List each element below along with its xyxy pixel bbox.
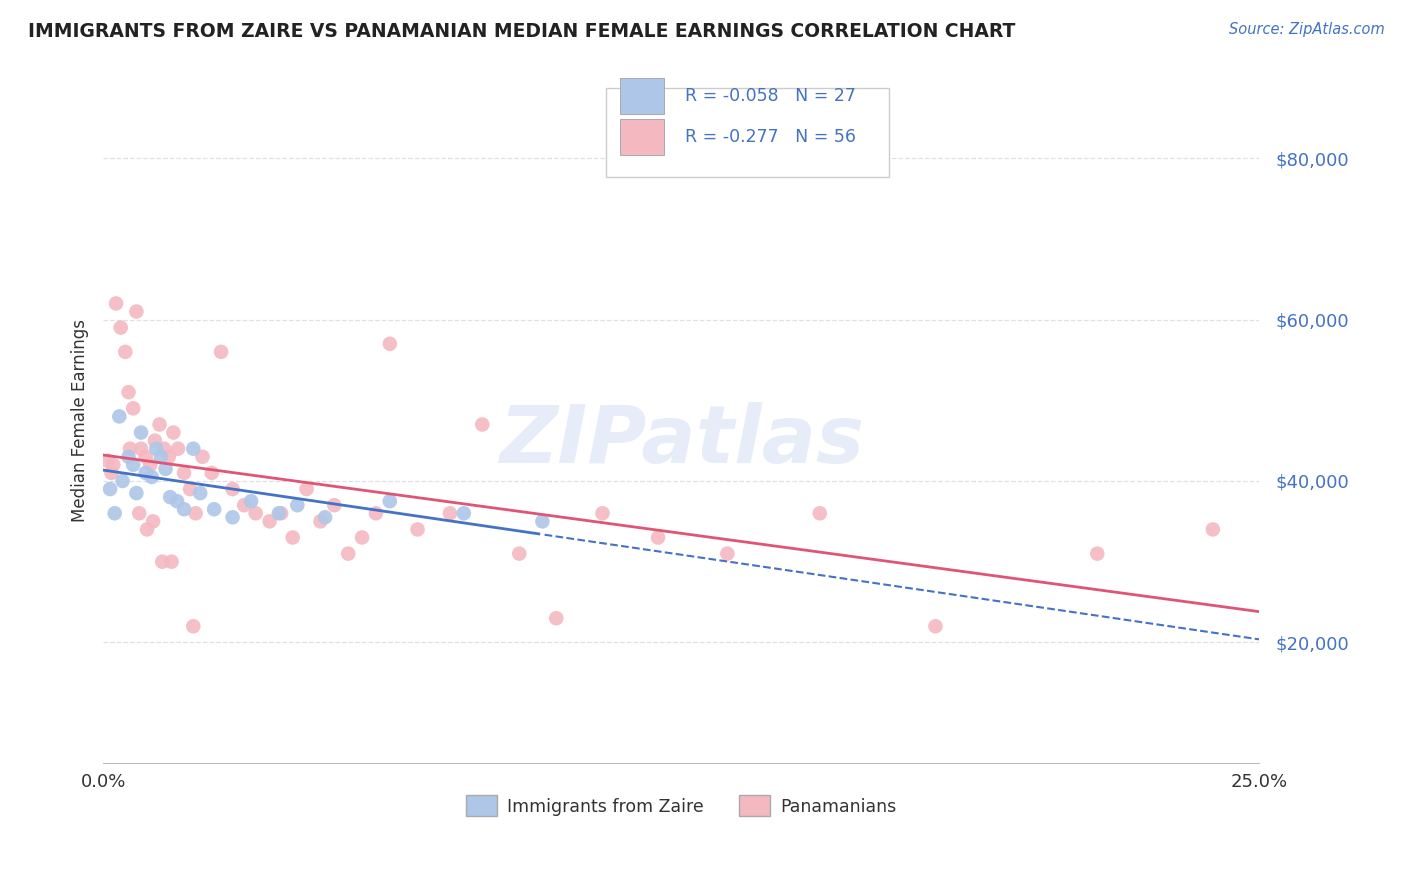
Point <box>221 482 243 496</box>
Y-axis label: Median Female Earnings: Median Female Earnings <box>72 319 89 522</box>
Point <box>716 547 738 561</box>
Text: ZIPatlas: ZIPatlas <box>499 402 863 480</box>
Point <box>184 506 207 520</box>
Point <box>314 510 336 524</box>
Point <box>150 555 173 569</box>
Point <box>149 450 172 464</box>
Point <box>104 506 127 520</box>
Point <box>122 458 145 472</box>
Point <box>125 486 148 500</box>
Text: IMMIGRANTS FROM ZAIRE VS PANAMANIAN MEDIAN FEMALE EARNINGS CORRELATION CHART: IMMIGRANTS FROM ZAIRE VS PANAMANIAN MEDI… <box>28 22 1015 41</box>
Text: R = -0.277   N = 56: R = -0.277 N = 56 <box>685 128 856 146</box>
Point <box>129 425 152 440</box>
Point <box>201 466 224 480</box>
Point <box>337 547 360 561</box>
Point <box>1085 547 1108 561</box>
Point <box>129 442 152 456</box>
Point <box>100 466 122 480</box>
Point <box>162 425 184 440</box>
Point <box>285 498 308 512</box>
Point <box>191 450 214 464</box>
Point <box>145 442 167 456</box>
Point <box>103 458 125 472</box>
FancyBboxPatch shape <box>620 120 664 155</box>
Point <box>143 434 166 448</box>
Point <box>179 482 201 496</box>
Point <box>166 494 188 508</box>
Point <box>439 506 461 520</box>
Point <box>309 514 332 528</box>
Point <box>378 494 401 508</box>
Point <box>167 442 190 456</box>
Point <box>181 442 204 456</box>
Point <box>508 547 530 561</box>
Point <box>245 506 267 520</box>
Point <box>135 466 157 480</box>
Point <box>546 611 568 625</box>
Point <box>98 482 121 496</box>
Point <box>924 619 946 633</box>
Point <box>142 514 165 528</box>
Point <box>378 336 401 351</box>
Point <box>270 506 292 520</box>
Point <box>125 304 148 318</box>
Point <box>188 486 211 500</box>
Point <box>110 320 132 334</box>
Point <box>139 458 162 472</box>
Point <box>471 417 494 432</box>
Point <box>148 417 170 432</box>
Point <box>453 506 475 520</box>
FancyBboxPatch shape <box>606 87 889 177</box>
Point <box>352 531 374 545</box>
Text: Source: ZipAtlas.com: Source: ZipAtlas.com <box>1229 22 1385 37</box>
Point <box>647 531 669 545</box>
Point <box>108 409 131 424</box>
Point <box>364 506 387 520</box>
Point <box>259 514 281 528</box>
Point <box>1202 523 1225 537</box>
Point <box>406 523 429 537</box>
Point <box>117 385 139 400</box>
Point <box>267 506 290 520</box>
Point <box>136 523 159 537</box>
Point <box>114 344 136 359</box>
Point <box>592 506 614 520</box>
Point <box>160 555 183 569</box>
Point <box>209 344 232 359</box>
Point <box>173 502 195 516</box>
Point <box>173 466 195 480</box>
Point <box>157 450 180 464</box>
Text: R = -0.058   N = 27: R = -0.058 N = 27 <box>685 87 855 105</box>
Point <box>135 450 157 464</box>
Point <box>240 494 263 508</box>
Point <box>221 510 243 524</box>
Point <box>122 401 145 416</box>
Point <box>128 506 150 520</box>
FancyBboxPatch shape <box>620 78 664 114</box>
Point <box>159 490 181 504</box>
Point <box>323 498 346 512</box>
Point <box>141 470 163 484</box>
Point <box>531 514 554 528</box>
Point <box>181 619 204 633</box>
Point <box>105 296 128 310</box>
Point <box>153 442 176 456</box>
Point <box>117 450 139 464</box>
Point <box>233 498 256 512</box>
Point <box>808 506 831 520</box>
Point <box>295 482 318 496</box>
Point <box>111 474 134 488</box>
Legend: Immigrants from Zaire, Panamanians: Immigrants from Zaire, Panamanians <box>458 789 904 823</box>
Point <box>118 442 141 456</box>
Point <box>202 502 225 516</box>
Point <box>281 531 304 545</box>
Point <box>97 454 120 468</box>
Point <box>155 462 177 476</box>
